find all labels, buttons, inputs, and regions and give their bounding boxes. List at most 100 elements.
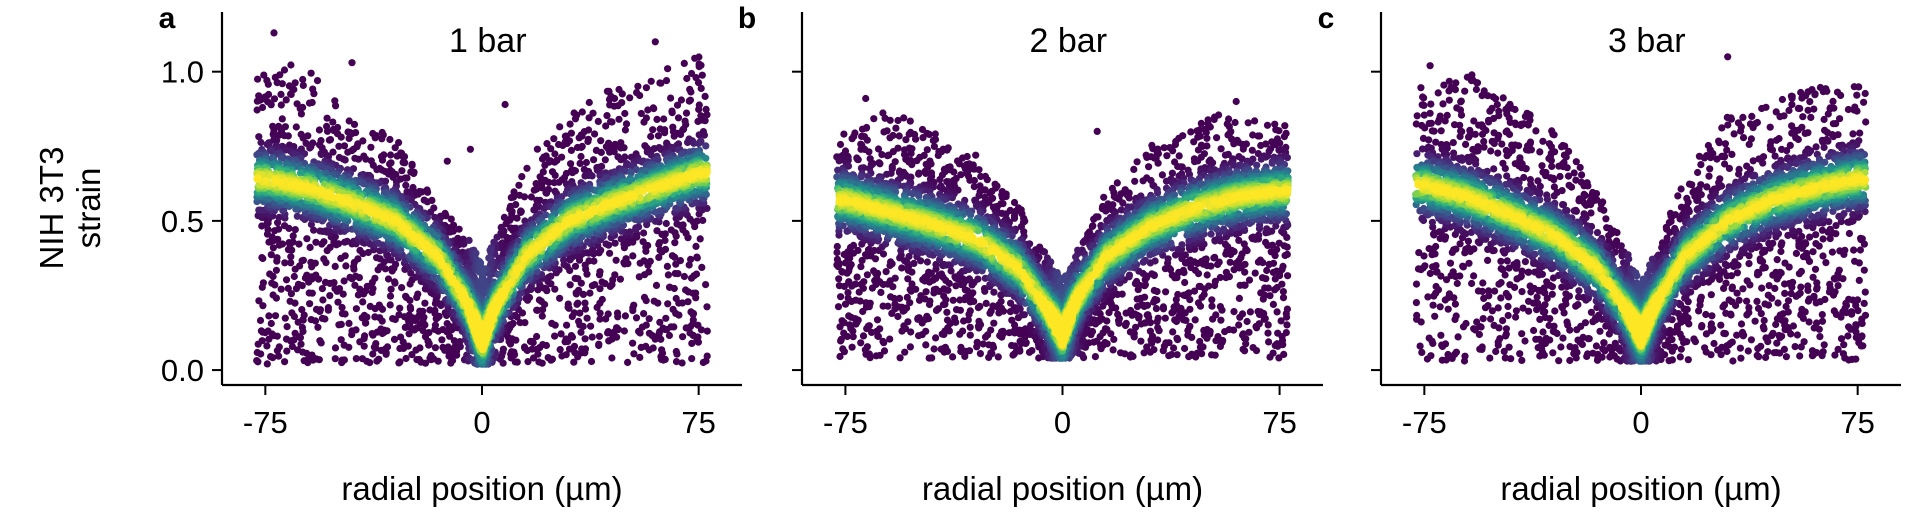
scatter-point [445, 270, 453, 278]
y-axis-label-line2: strain [70, 168, 107, 249]
scatter-point [345, 319, 353, 327]
scatter-point [331, 355, 339, 363]
scatter-point [657, 79, 665, 87]
scatter-point [673, 101, 682, 109]
scatter-point [577, 143, 585, 151]
scatter-point [621, 126, 630, 134]
scatter-point [661, 129, 669, 137]
scatter-point [551, 158, 559, 166]
scatter-point [695, 63, 703, 71]
scatter-point [692, 198, 700, 206]
scatter-point [685, 97, 693, 105]
scatter-point [660, 115, 668, 123]
scatter-point [546, 233, 554, 241]
scatter-point [386, 292, 395, 300]
scatter-point [571, 115, 580, 123]
scatter-point [274, 235, 282, 243]
scatter-point [276, 178, 285, 187]
scatter-point [438, 336, 446, 344]
scatter-point [698, 71, 706, 79]
scatter-point [399, 153, 407, 161]
scatter-point [567, 146, 576, 154]
scatter-point [668, 252, 677, 260]
scatter-point [431, 344, 439, 352]
scatter-point [317, 188, 326, 196]
scatter-point [679, 174, 688, 182]
scatter-point [596, 309, 604, 317]
scatter-point [658, 346, 666, 354]
scatter-point [431, 306, 439, 314]
scatter-point [655, 239, 664, 247]
scatter-point [656, 246, 664, 254]
scatter-point [637, 343, 645, 351]
scatter-point [450, 337, 458, 345]
scatter-point [299, 256, 307, 264]
scatter-point [352, 326, 360, 334]
scatter-point [291, 329, 299, 337]
scatter-point [621, 109, 629, 118]
scatter-point [478, 266, 486, 275]
scatter-point [321, 315, 329, 323]
scatter-point [655, 253, 663, 261]
scatter-point [381, 265, 389, 273]
scatter-point [702, 105, 710, 113]
scatter-point [583, 209, 592, 217]
scatter-point [556, 346, 564, 354]
scatter-point [300, 311, 308, 319]
scatter-point [575, 212, 583, 220]
scatter-point [661, 236, 669, 244]
scatter-point [618, 90, 626, 98]
scatter-point [340, 142, 349, 150]
scatter-point [354, 255, 362, 263]
scatter-point [526, 337, 535, 345]
scatter-point [649, 344, 657, 352]
scatter-point [287, 61, 295, 69]
scatter-point [361, 332, 369, 340]
scatter-point [311, 259, 319, 267]
scatter-point [588, 333, 596, 341]
scatter-point [334, 298, 342, 306]
scatter-point [267, 319, 275, 328]
scatter-point [586, 289, 594, 297]
scatter-point [323, 127, 332, 135]
scatter-point [263, 342, 271, 350]
scatter-point [373, 209, 381, 218]
scatter-point [596, 285, 604, 293]
scatter-point [402, 354, 410, 363]
scatter-point [331, 344, 340, 352]
scatter-point [621, 194, 629, 203]
scatter-point [637, 109, 645, 118]
scatter-point [535, 358, 543, 366]
scatter-point [272, 266, 280, 274]
scatter-point [331, 262, 339, 270]
scatter-point [699, 216, 707, 224]
scatter-point [312, 238, 320, 246]
scatter-point [329, 118, 337, 126]
scatter-point [557, 330, 565, 338]
scatter-point [558, 153, 566, 161]
scatter-point [604, 328, 612, 336]
scatter-point [308, 351, 316, 359]
scatter-point [598, 278, 606, 286]
scatter-point [404, 227, 412, 235]
scatter-point [362, 319, 370, 327]
scatter-point [604, 310, 612, 318]
scatter-point [395, 311, 403, 319]
scatter-point [415, 355, 423, 364]
scatter-point [611, 271, 619, 279]
scatter-point [576, 159, 584, 167]
scatter-point [639, 238, 647, 246]
scatter-point [606, 249, 614, 257]
scatter-point [692, 270, 701, 278]
scatter-point [420, 196, 428, 204]
scatter-point [315, 356, 323, 364]
scatter-point [486, 246, 494, 254]
scatter-point [577, 152, 585, 161]
scatter-point [621, 312, 630, 320]
scatter-point [281, 358, 289, 366]
scatter-point [419, 327, 427, 335]
scatter-point [366, 302, 374, 310]
scatter-point [538, 184, 546, 192]
scatter-point [314, 323, 322, 331]
